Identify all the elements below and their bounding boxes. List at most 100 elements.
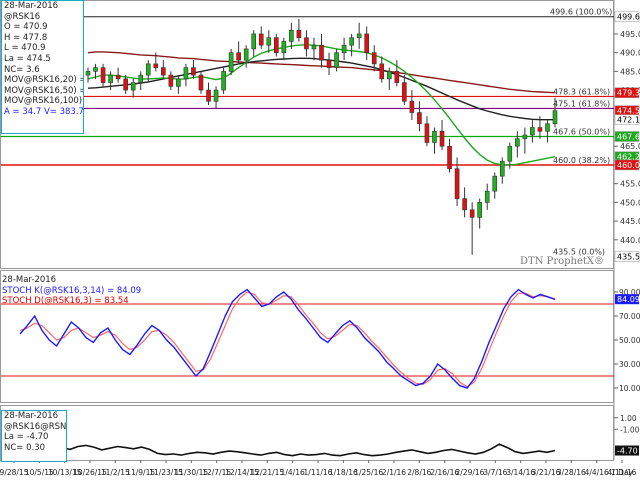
y-tick-label: 485.0 — [620, 67, 640, 76]
ma20-label: MOV@RSK16,20) = 462.2 — [4, 75, 83, 86]
x-tick-label: 12/14/15 — [225, 468, 259, 477]
price-high: H = 477.8 — [4, 32, 48, 43]
candle-body — [123, 78, 128, 91]
x-tick-label: 2/1/16 — [382, 468, 406, 477]
price-info-box: 28-Mar-2016 @RSK16 O = 470.9 H = 477.8 L… — [1, 0, 84, 134]
x-tick-label: 4/4/16 — [585, 468, 609, 477]
candle-body — [417, 112, 422, 125]
x-tick-label: 12/7/15 — [202, 468, 231, 477]
candle-body — [176, 78, 181, 87]
x-tick-label: 1/25/16 — [354, 468, 383, 477]
price-marker-label: 474.5 — [617, 107, 640, 116]
candle-body — [341, 44, 347, 53]
candle-body — [439, 130, 445, 147]
candle-body — [507, 145, 513, 162]
candle-body — [515, 138, 520, 147]
x-tick-label: 3/7/16 — [483, 468, 507, 477]
stoch-d-label: STOCH D(@RSK16,3) = 83.54 — [2, 296, 129, 307]
watermark: DTN ProphetX® — [520, 256, 605, 267]
stoch-y-tick-label: 30.00 — [619, 360, 640, 369]
stoch-k-line — [19, 288, 556, 389]
spread-panel: 1.00 -1.00 -4.70 — [0, 405, 640, 461]
candle-body — [258, 33, 264, 46]
candle-body — [432, 130, 437, 143]
candle-body — [304, 37, 309, 50]
price-marker — [614, 87, 640, 98]
x-tick-label: 2/16/16 — [430, 468, 459, 477]
x-tick-label: 2/29/16 — [456, 468, 485, 477]
candle-body — [274, 37, 279, 53]
price-open: O = 470.9 — [4, 22, 48, 33]
candle-body — [206, 89, 211, 102]
price-marker-label: 435.5 — [617, 253, 640, 262]
price-marker-label: 472.1 — [617, 116, 640, 125]
x-tick-label: 2/8/16 — [407, 468, 431, 477]
candle-body — [522, 134, 528, 140]
y-tick-label: 490.0 — [620, 49, 640, 58]
candle-body — [326, 59, 332, 68]
price-panel: 495.0490.0485.0480.0465.0460.0455.0450.0… — [0, 0, 640, 460]
stoch-y-tick-label: 10.00 — [619, 384, 640, 393]
panel-frame — [0, 405, 614, 461]
candle-body — [545, 123, 550, 132]
price-low: L = 470.9 — [4, 43, 46, 54]
x-tick-label: 12/21/15 — [250, 468, 284, 477]
y-tick-label: 440.0 — [620, 236, 640, 245]
candle-body — [469, 209, 475, 218]
stoch-info-box: 28-Mar-2016 STOCH K(@RSK16,3,14) = 84.09… — [0, 275, 154, 307]
y-tick-label: 465.0 — [620, 142, 640, 151]
reference-label: 475.1 (61.8%) — [553, 99, 610, 108]
ma50-label: MOV@RSK16,50) = 472.1 — [4, 85, 83, 96]
x-tick-label: 11/9/15 — [126, 468, 155, 477]
x-tick-label: 11/30/15 — [174, 468, 208, 477]
candle-body — [213, 89, 219, 102]
candle-body — [198, 74, 204, 91]
candle-body — [334, 52, 339, 68]
x-tick-label: 10/5/15 — [25, 468, 54, 477]
x-axis: 9/28/1510/5/1510/13/1510/26/1511/2/1511/… — [0, 460, 637, 477]
spread-y-tick-label: 1.00 — [620, 414, 637, 423]
candle-body — [394, 71, 400, 83]
price-marker — [614, 159, 640, 171]
x-tick-label: 3/28/16 — [557, 468, 586, 477]
x-tick-label: 10/13/15 — [48, 468, 82, 477]
stoch-y-tick-label: 50.00 — [619, 336, 640, 345]
spread-line — [61, 443, 556, 457]
candle-body — [552, 110, 558, 125]
price-symbol: @RSK16 — [4, 11, 41, 22]
y-tick-label: 495.0 — [620, 30, 640, 39]
candle-body — [153, 63, 159, 68]
candle-body — [93, 67, 98, 72]
candle-body — [311, 44, 317, 50]
candle-body — [364, 33, 369, 53]
reference-label: 460.0 (38.2%) — [553, 156, 610, 165]
candle-body — [454, 168, 460, 199]
spread-info-box: 28-Mar-2016 @RSK16@RSN16 La = -4.70 NC= … — [1, 410, 67, 462]
x-tick-label: 1/11/16 — [304, 468, 333, 477]
x-tick-label: 11/23/15 — [149, 468, 183, 477]
candle-body — [484, 190, 490, 203]
candle-body — [537, 127, 543, 132]
candle-body — [379, 63, 385, 80]
candle-body — [296, 29, 302, 38]
stoch-date: 28-Mar-2016 — [2, 275, 57, 285]
y-tick-label: 455.0 — [620, 180, 640, 189]
price-marker-label: 499.6 — [617, 13, 640, 22]
spread-marker — [615, 445, 639, 456]
candle-body — [409, 101, 415, 113]
candle-body — [115, 74, 121, 80]
candle-body — [100, 67, 106, 83]
av-label: A = 34.7 V= 383.7 — [4, 106, 84, 117]
candle-body — [191, 67, 196, 76]
price-marker — [614, 131, 640, 142]
stoch-marker-label: 84.09 — [617, 295, 640, 304]
candle-body — [477, 202, 482, 218]
candle-body — [356, 33, 362, 38]
price-marker-label: 462.2 — [617, 153, 640, 162]
candle-body — [530, 127, 535, 136]
spread-last: La = -4.70 — [4, 432, 49, 443]
reference-label: 499.6 (100.0%) — [550, 8, 612, 17]
candle-body — [492, 175, 498, 192]
candle-body — [168, 74, 174, 87]
candle-body — [462, 198, 467, 211]
